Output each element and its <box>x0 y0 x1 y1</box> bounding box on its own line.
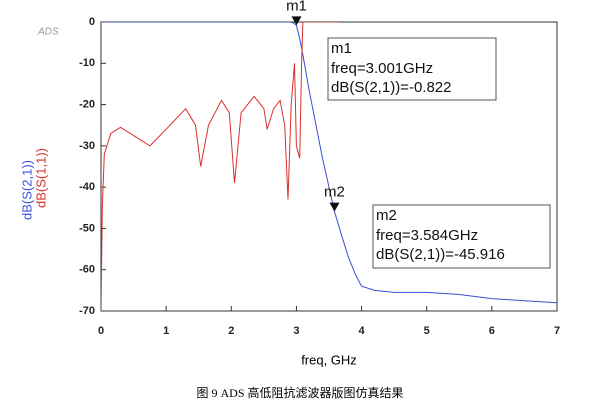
x-tick-label: 0 <box>98 325 104 337</box>
marker <box>291 16 302 26</box>
marker-label: m1 <box>286 0 307 14</box>
y-tick-label: -30 <box>79 140 95 152</box>
marker-box-title: m2 <box>376 207 397 224</box>
x-tick-label: 1 <box>163 325 169 337</box>
y-tick-label: -40 <box>79 181 95 193</box>
series-line <box>101 22 339 311</box>
x-tick-label: 4 <box>359 325 366 337</box>
marker-label: m2 <box>324 184 345 201</box>
series-group <box>101 22 557 311</box>
y-tick-label: -70 <box>79 305 95 317</box>
marker-box-line: freq=3.584GHz <box>376 227 478 244</box>
y-axis-label: dB(S(1,1)) <box>33 148 48 208</box>
marker-box-line: dB(S(2,1))=-0.822 <box>331 79 451 96</box>
y-tick-label: 0 <box>89 16 95 28</box>
x-tick-label: 6 <box>489 325 495 337</box>
caption: 图 9 ADS 高低阻抗滤波器版图仿真结果 <box>196 385 403 400</box>
y-tick-label: -20 <box>79 98 95 110</box>
x-tick-label: 3 <box>293 325 299 337</box>
marker-box-title: m1 <box>331 40 352 57</box>
y-tick-label: -60 <box>79 264 95 276</box>
marker-box <box>327 37 497 101</box>
x-tick-label: 5 <box>424 325 430 337</box>
logo: ADS <box>37 27 59 38</box>
y-tick-label: -10 <box>79 57 95 69</box>
marker-box-line: dB(S(2,1))=-45.916 <box>376 246 505 263</box>
marker-box <box>372 204 551 269</box>
x-tick-label: 2 <box>228 325 234 337</box>
marker-box-line: freq=3.001GHz <box>331 60 433 77</box>
y-axis-label: dB(S(2,1)) <box>19 160 34 220</box>
marker <box>329 202 340 212</box>
x-tick-label: 7 <box>554 325 560 337</box>
series-line <box>101 22 557 304</box>
x-axis-label: freq, GHz <box>301 352 357 367</box>
y-tick-label: -50 <box>79 222 95 234</box>
